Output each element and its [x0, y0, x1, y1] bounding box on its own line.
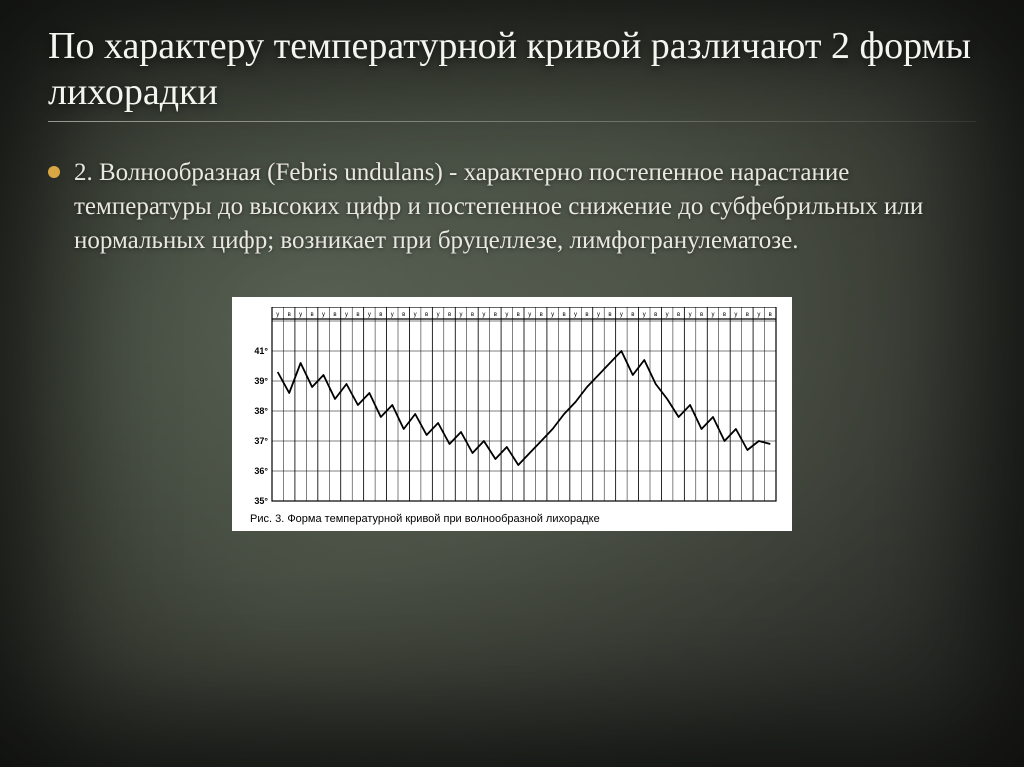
svg-text:39°: 39°	[254, 376, 268, 386]
svg-text:35°: 35°	[254, 496, 268, 506]
svg-text:в: в	[700, 312, 703, 318]
svg-text:в: в	[608, 312, 611, 318]
svg-text:в: в	[333, 312, 336, 318]
body-text: 2. Волнообразная (Febris undulans) - хар…	[74, 156, 976, 257]
svg-text:у: у	[551, 312, 554, 318]
svg-text:в: в	[471, 312, 474, 318]
svg-text:у: у	[528, 312, 531, 318]
svg-text:у: у	[712, 312, 715, 318]
svg-text:у: у	[299, 312, 302, 318]
svg-text:в: в	[402, 312, 405, 318]
svg-text:у: у	[734, 312, 737, 318]
svg-text:у: у	[574, 312, 577, 318]
svg-text:у: у	[391, 312, 394, 318]
svg-text:в: в	[425, 312, 428, 318]
svg-text:в: в	[631, 312, 634, 318]
svg-text:36°: 36°	[254, 466, 268, 476]
svg-text:у: у	[437, 312, 440, 318]
slide-title: По характеру температурной кривой различ…	[48, 24, 976, 115]
svg-text:в: в	[310, 312, 313, 318]
svg-text:в: в	[540, 312, 543, 318]
chart-container: увувувувувувувувувувувувувувувувувувувув…	[48, 297, 976, 531]
svg-text:в: в	[746, 312, 749, 318]
svg-text:в: в	[356, 312, 359, 318]
slide-content: По характеру температурной кривой различ…	[0, 0, 1024, 767]
svg-text:в: в	[379, 312, 382, 318]
svg-text:у: у	[482, 312, 485, 318]
svg-text:у: у	[689, 312, 692, 318]
svg-text:у: у	[505, 312, 508, 318]
svg-text:у: у	[276, 312, 279, 318]
svg-text:у: у	[757, 312, 760, 318]
svg-text:в: в	[562, 312, 565, 318]
svg-text:в: в	[494, 312, 497, 318]
svg-text:в: в	[448, 312, 451, 318]
svg-text:37°: 37°	[254, 436, 268, 446]
svg-text:в: в	[654, 312, 657, 318]
svg-text:38°: 38°	[254, 406, 268, 416]
temperature-chart: увувувувувувувувувувувувувувувувувувувув…	[242, 307, 782, 507]
svg-text:у: у	[597, 312, 600, 318]
svg-text:у: у	[460, 312, 463, 318]
title-underline	[48, 121, 976, 122]
svg-text:у: у	[345, 312, 348, 318]
svg-text:у: у	[620, 312, 623, 318]
svg-text:у: у	[666, 312, 669, 318]
svg-text:в: в	[677, 312, 680, 318]
svg-text:в: в	[288, 312, 291, 318]
chart-caption: Рис. 3. Форма температурной кривой при в…	[242, 513, 782, 525]
svg-text:41°: 41°	[254, 346, 268, 356]
svg-text:в: в	[769, 312, 772, 318]
chart-box: увувувувувувувувувувувувувувувувувувувув…	[232, 297, 792, 531]
bullet-icon	[48, 166, 60, 178]
svg-text:у: у	[643, 312, 646, 318]
svg-text:у: у	[368, 312, 371, 318]
svg-text:в: в	[585, 312, 588, 318]
svg-text:в: в	[517, 312, 520, 318]
body-row: 2. Волнообразная (Febris undulans) - хар…	[48, 156, 976, 257]
svg-text:у: у	[414, 312, 417, 318]
svg-text:в: в	[723, 312, 726, 318]
svg-text:у: у	[322, 312, 325, 318]
